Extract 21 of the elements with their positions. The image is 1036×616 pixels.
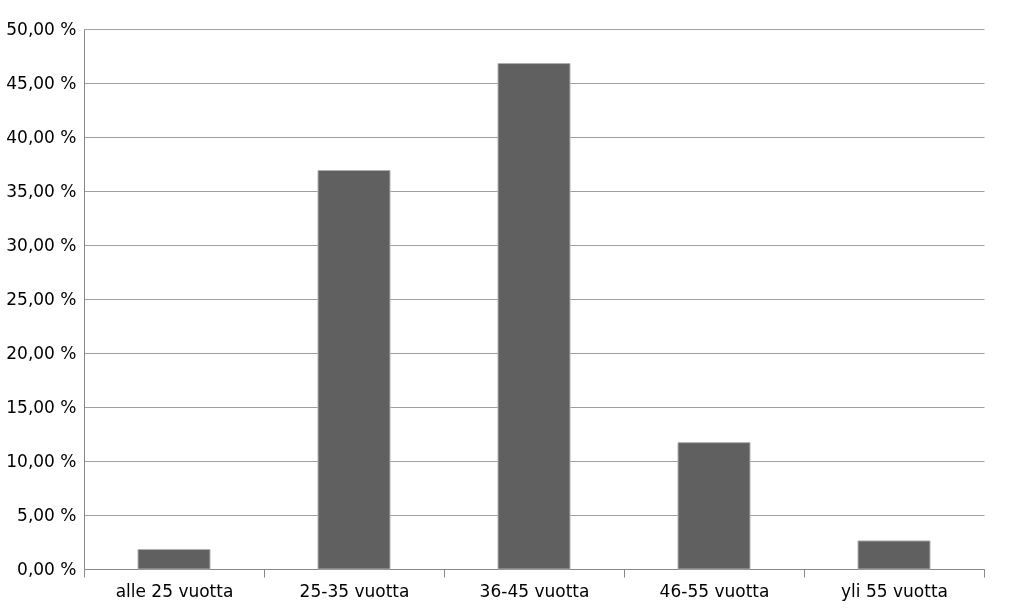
bar [137,549,211,570]
bar [677,442,751,570]
x-tick-label: alle 25 vuotta [115,580,234,601]
y-tick-label: 50,00 % [6,18,77,39]
x-tick-label: yli 55 vuotta [841,580,948,601]
x-tick-label: 25-35 vuotta [299,580,410,601]
y-tick-label: 5,00 % [17,504,77,525]
y-tick-label: 35,00 % [6,180,77,201]
y-tick-label: 20,00 % [6,342,77,363]
y-tick-label: 30,00 % [6,234,77,255]
y-tick-label: 45,00 % [6,72,77,93]
bar [497,63,571,570]
y-tick-label: 15,00 % [6,396,77,417]
bar [317,169,391,570]
y-tick-label: 0,00 % [17,558,77,579]
y-tick-label: 10,00 % [6,450,77,471]
y-tick-label: 25,00 % [6,288,77,309]
x-tick-label: 36-45 vuotta [479,580,590,601]
bar [857,540,931,570]
x-tick-label: 46-55 vuotta [659,580,770,601]
y-tick-label: 40,00 % [6,126,77,147]
